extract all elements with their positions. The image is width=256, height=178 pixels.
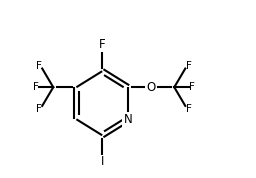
Text: O: O xyxy=(146,81,156,94)
Text: I: I xyxy=(101,155,104,169)
Text: F: F xyxy=(33,82,38,92)
Text: N: N xyxy=(124,113,132,126)
Text: F: F xyxy=(189,82,195,92)
Text: F: F xyxy=(99,38,105,51)
Text: F: F xyxy=(186,104,191,114)
Text: F: F xyxy=(186,61,191,71)
Text: F: F xyxy=(36,61,42,71)
Text: F: F xyxy=(36,104,42,114)
